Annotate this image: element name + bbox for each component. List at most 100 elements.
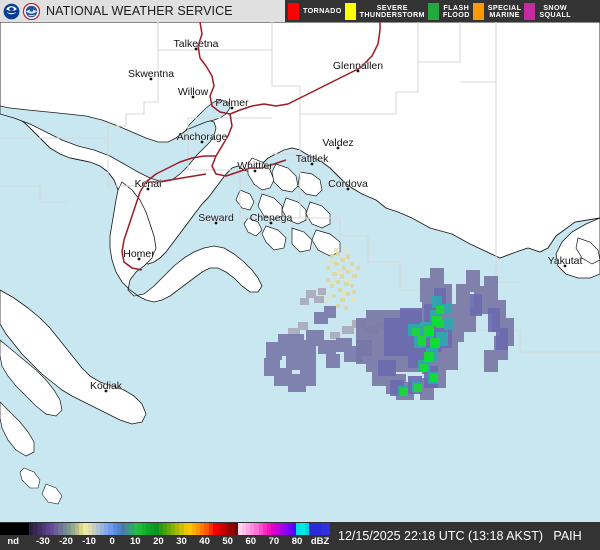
scale-segment-74 [308, 523, 313, 535]
scale-segment-22 [91, 523, 96, 535]
scale-segment-5 [20, 523, 26, 535]
scale-tick-70: 70 [268, 536, 280, 547]
nws-seal-icon [22, 2, 41, 20]
highway-layer [121, 22, 381, 271]
city-dot-valdez [336, 146, 340, 150]
coastline-detail-layer [0, 157, 341, 505]
city-dot-yakutat [563, 264, 567, 268]
scale-segment-71 [296, 523, 301, 535]
city-label-seward: Seward [198, 212, 234, 224]
snow-squall-swatch-icon [524, 2, 536, 20]
radar-map-canvas[interactable]: Talkeetna Skwentna Glennallen Willow Pal… [0, 22, 600, 522]
scale-segment-17 [70, 523, 76, 535]
city-dot-talkeetna [194, 47, 198, 51]
nws-brand-bar: NATIONAL WEATHER SERVICE [0, 0, 285, 22]
scale-tick-30: 30 [176, 536, 187, 547]
city-label-valdez: Valdez [322, 137, 353, 149]
city-dot-seward [214, 221, 218, 225]
city-label-glennallen: Glennallen [333, 60, 383, 72]
scale-tick-dBZ: dBZ [310, 536, 330, 547]
city-dot-cordova [346, 187, 350, 191]
scale-segment-4 [16, 523, 21, 535]
scale-segment-34 [141, 523, 147, 535]
echo-region-green-peak [422, 319, 440, 382]
noaa-seagull-icon [3, 3, 20, 20]
city-label-skwentna: Skwentna [128, 68, 174, 80]
scale-tick-20: 20 [153, 536, 164, 547]
city-label-willow: Willow [178, 86, 209, 98]
city-label-talkeetna: Talkeetna [174, 38, 219, 50]
scale-segment-63 [262, 523, 267, 535]
scale-segment-35 [146, 523, 151, 535]
scale-segment-60 [250, 523, 255, 535]
scale-segment-57 [237, 523, 242, 535]
scale-tick-50: 50 [222, 536, 233, 547]
scale-segment-43 [179, 523, 184, 535]
city-label-homer: Homer [123, 248, 155, 260]
page-title: NATIONAL WEATHER SERVICE [46, 4, 233, 18]
scale-segment-72 [300, 523, 305, 535]
scale-segment-51 [212, 523, 217, 535]
scale-segment-70 [292, 523, 297, 535]
scale-segment-40 [166, 523, 172, 535]
scale-segment-9 [37, 523, 42, 535]
scale-segment-3 [12, 523, 17, 535]
scale-segment-69 [287, 523, 293, 535]
alert-legend-item-flash-flood[interactable]: FLASH FLOOD [425, 0, 470, 22]
scale-segment-49 [204, 523, 209, 535]
scale-tick-neg20: -20 [59, 536, 73, 547]
city-dot-palmer [230, 106, 234, 110]
scale-segment-7 [29, 523, 34, 535]
tornado-swatch-icon [288, 2, 299, 20]
scale-segment-2 [8, 523, 13, 535]
alert-legend-item-snow-squall[interactable]: SNOW SQUALL [521, 0, 571, 22]
scale-segment-18 [75, 523, 80, 535]
scale-segment-44 [183, 523, 188, 535]
city-label-kodiak: Kodiak [90, 380, 123, 392]
scale-segment-75 [312, 523, 318, 535]
scale-segment-41 [171, 523, 176, 535]
scale-segment-28 [116, 523, 121, 535]
scale-segment-61 [254, 523, 259, 535]
scale-segment-32 [133, 523, 138, 535]
scale-segment-29 [120, 523, 126, 535]
scale-segment-33 [137, 523, 142, 535]
alert-legend-item-tornado[interactable]: TORNADO [285, 0, 342, 22]
scale-segment-58 [241, 523, 247, 535]
scale-segment-59 [246, 523, 251, 535]
scale-segment-78 [325, 523, 330, 535]
city-label-cordova: Cordova [328, 178, 368, 190]
city-dot-skwentna [149, 77, 153, 81]
alert-label-marine-line1: SPECIAL [487, 2, 522, 12]
scale-segment-26 [108, 523, 113, 535]
scale-segment-19 [79, 523, 84, 535]
scale-segment-77 [321, 523, 326, 535]
scale-segment-12 [50, 523, 55, 535]
reflectivity-scale-ticks: nd -30 -20 -10 0 10 20 30 40 50 60 70 80 dBZ [0, 535, 330, 550]
alert-legend-item-special-marine[interactable]: SPECIAL MARINE [470, 0, 522, 22]
echo-region-slate-left [264, 306, 372, 392]
alert-label-flashflood-line1: FLASH [443, 2, 470, 12]
alert-label-snowsquall-line1: SNOW [543, 2, 568, 12]
scale-segment-20 [83, 523, 88, 535]
scale-segment-11 [45, 523, 51, 535]
scale-segment-16 [66, 523, 71, 535]
alert-label-flashflood-line2: FLOOD [442, 10, 470, 19]
scale-tick-60: 60 [245, 536, 257, 547]
app-footer: nd -30 -20 -10 0 10 20 30 40 50 60 70 80 dBZ 12/15/20… [0, 522, 600, 550]
radar-timestamp: 12/15/2025 22:18 UTC (13:18 AKST) PAIH [338, 529, 582, 543]
city-label-palmer: Palmer [215, 97, 249, 109]
scale-segment-42 [175, 523, 180, 535]
scale-segment-25 [104, 523, 109, 535]
scale-segment-27 [112, 523, 117, 535]
app-header: NATIONAL WEATHER SERVICE TORNADO SEVERE … [0, 0, 600, 22]
scale-segment-0 [0, 523, 5, 535]
scale-segment-8 [33, 523, 38, 535]
scale-tick-80: 80 [291, 536, 303, 547]
flash-flood-swatch-icon [427, 2, 439, 20]
scale-segment-50 [208, 523, 213, 535]
scale-segment-23 [95, 523, 101, 535]
city-labels-layer: Talkeetna Skwentna Glennallen Willow Pal… [90, 38, 583, 393]
alert-legend-item-severe-thunderstorm[interactable]: SEVERE THUNDERSTORM [342, 0, 425, 22]
